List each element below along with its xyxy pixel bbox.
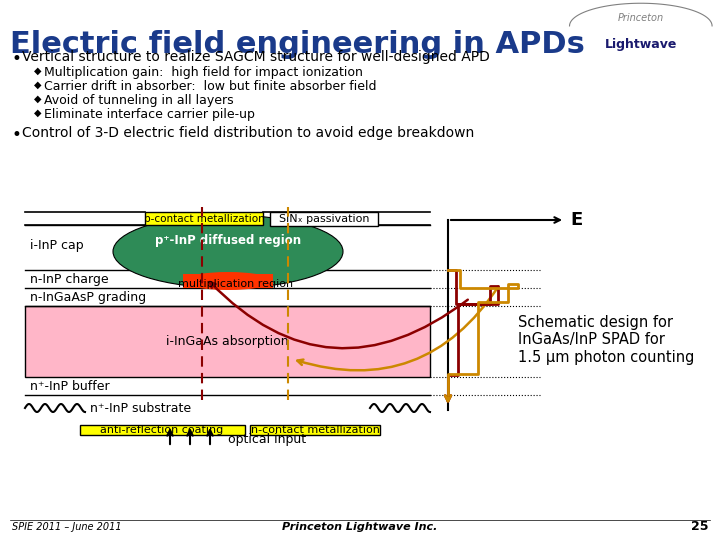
Text: multiplication region: multiplication region [179,279,294,289]
Text: n-InGaAsP grading: n-InGaAsP grading [30,291,146,303]
Text: Schematic design for
InGaAs/InP SPAD for
1.5 μm photon counting: Schematic design for InGaAs/InP SPAD for… [518,315,694,365]
Text: Avoid of tunneling in all layers: Avoid of tunneling in all layers [44,94,233,107]
Text: Electric field engineering in APDs: Electric field engineering in APDs [10,30,585,59]
Text: i-InP cap: i-InP cap [30,239,84,252]
Ellipse shape [183,272,273,290]
Text: ◆: ◆ [34,66,42,76]
Bar [80,425,245,435]
Text: SiNₓ passivation: SiNₓ passivation [279,214,369,224]
Text: anti-reflection coating: anti-reflection coating [100,425,224,435]
Text: Princeton: Princeton [618,13,664,23]
Bar [270,212,378,226]
Text: n⁺-InP substrate: n⁺-InP substrate [90,402,191,415]
Text: optical input: optical input [228,434,306,447]
Text: p-contact metallization: p-contact metallization [143,213,264,224]
Text: 25: 25 [690,521,708,534]
Text: Lightwave: Lightwave [605,38,677,51]
Text: ◆: ◆ [34,80,42,90]
Text: n-contact metallization: n-contact metallization [251,425,379,435]
Text: •: • [12,126,22,144]
Text: Control of 3-D electric field distribution to avoid edge breakdown: Control of 3-D electric field distributi… [22,126,474,140]
Text: i-InGaAs absorption: i-InGaAs absorption [166,335,289,348]
Text: Eliminate interface carrier pile-up: Eliminate interface carrier pile-up [44,108,255,121]
Bar [25,306,430,377]
Bar [183,274,273,288]
Text: SPIE 2011 – June 2011: SPIE 2011 – June 2011 [12,522,122,532]
Text: Multiplication gain:  high field for impact ionization: Multiplication gain: high field for impa… [44,66,363,79]
Text: ◆: ◆ [34,108,42,118]
Text: Carrier drift in absorber:  low but finite absorber field: Carrier drift in absorber: low but finit… [44,80,377,93]
Text: p⁺-InP diffused region: p⁺-InP diffused region [155,234,301,247]
Text: E: E [570,211,582,229]
Text: Princeton Lightwave Inc.: Princeton Lightwave Inc. [282,522,438,532]
Ellipse shape [113,215,343,288]
Text: •: • [12,50,22,68]
Text: n⁺-InP buffer: n⁺-InP buffer [30,380,109,393]
Text: Vertical structure to realize SAGCM structure for well-designed APD: Vertical structure to realize SAGCM stru… [22,50,490,64]
Text: n-InP charge: n-InP charge [30,273,109,286]
Bar [250,425,380,435]
Text: ◆: ◆ [34,94,42,104]
Bar [145,212,263,225]
